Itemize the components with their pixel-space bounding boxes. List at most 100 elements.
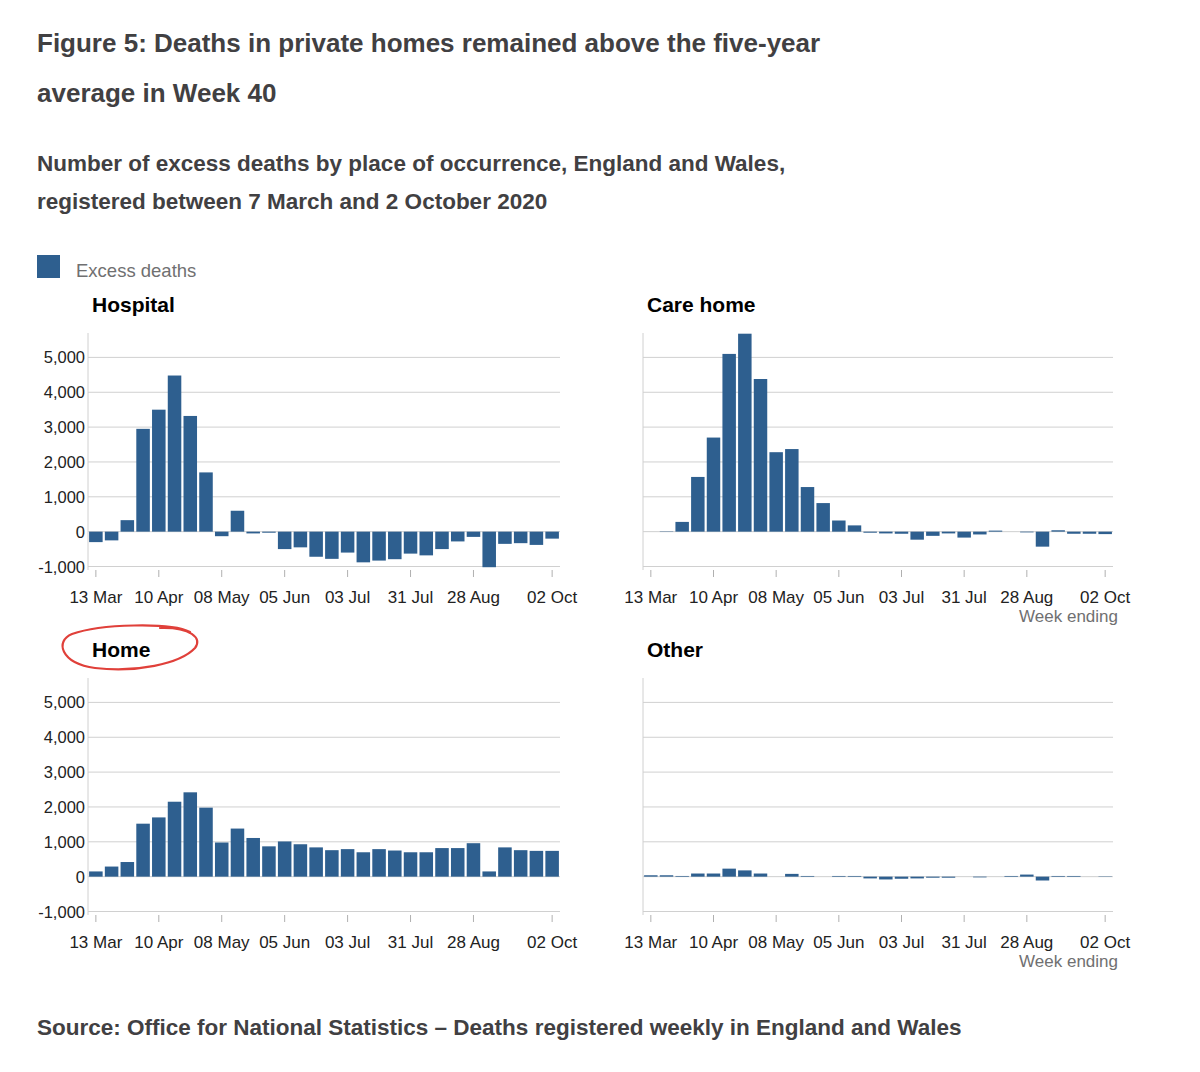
bar (498, 532, 512, 544)
bar (451, 532, 465, 542)
grid-line (643, 427, 1113, 428)
bar (942, 532, 955, 534)
figure: Figure 5: Deaths in private homes remain… (0, 0, 1200, 1072)
bar (199, 808, 213, 877)
bar (691, 874, 704, 877)
bar (644, 875, 657, 876)
bar (910, 877, 923, 879)
x-tick (410, 915, 411, 922)
x-tick-label: 03 Jul (879, 588, 924, 607)
x-tick-label: 08 May (748, 588, 804, 607)
bars (644, 334, 1112, 547)
bar (707, 874, 720, 877)
bar (816, 503, 829, 532)
y-tick-label: 4,000 (44, 383, 85, 401)
bar (942, 877, 955, 878)
bar (1067, 532, 1080, 534)
x-tick-label: 03 Jul (879, 933, 924, 952)
legend-label: Excess deaths (76, 260, 196, 281)
x-tick (964, 915, 965, 922)
subtitle: Number of excess deaths by place of occu… (37, 151, 785, 176)
x-tick (284, 570, 285, 577)
bar (325, 532, 339, 559)
x-tick-label: 31 Jul (941, 588, 986, 607)
bar (404, 532, 418, 554)
bar (1098, 876, 1111, 877)
bar (514, 850, 528, 876)
bar (388, 532, 402, 560)
x-tick (1026, 570, 1027, 577)
bar (136, 429, 150, 532)
panel-title: Hospital (92, 293, 175, 316)
bar (341, 849, 355, 877)
x-tick (473, 915, 474, 922)
bar (199, 472, 213, 531)
bar (1004, 531, 1017, 532)
x-tick (221, 570, 222, 577)
bar (168, 376, 182, 532)
x-tick (552, 570, 553, 577)
x-tick-label: 03 Jul (325, 933, 370, 952)
bar (514, 532, 528, 544)
bar (246, 532, 260, 534)
bar (498, 847, 512, 876)
x-tick-label: 02 Oct (527, 933, 577, 952)
bar (89, 871, 103, 876)
bar (121, 520, 135, 532)
grid-line (88, 737, 560, 738)
x-tick-label: 02 Oct (527, 588, 577, 607)
x-tick-label: 13 Mar (69, 588, 122, 607)
bar (89, 532, 103, 542)
bar (738, 870, 751, 876)
bar (294, 532, 308, 548)
bar (341, 532, 355, 553)
x-tick (1105, 915, 1106, 922)
bar (467, 532, 481, 537)
y-tick-label: 5,000 (44, 348, 85, 366)
bar (1020, 531, 1033, 533)
bar (184, 416, 198, 532)
bar (404, 852, 418, 876)
y-tick-label: 2,000 (44, 453, 85, 471)
panel: Other13 Mar10 Apr08 May05 Jun03 Jul31 Ju… (624, 638, 1130, 971)
bar (262, 532, 276, 533)
x-tick-label: 05 Jun (259, 933, 310, 952)
bar (1004, 875, 1017, 877)
x-tick-label: 10 Apr (134, 588, 183, 607)
bar (879, 532, 892, 534)
y-axis-line (88, 678, 89, 915)
bar (848, 525, 861, 531)
x-tick (901, 915, 902, 922)
x-tick (650, 915, 651, 922)
panel: Home-1,00001,0002,0003,0004,0005,00013 M… (38, 638, 577, 952)
bar (926, 532, 939, 536)
x-tick (158, 570, 159, 577)
x-tick-label: 28 Aug (1000, 933, 1053, 952)
bar (722, 354, 735, 532)
bar (1036, 877, 1049, 881)
bar (121, 862, 135, 877)
bar (309, 532, 323, 557)
bar (644, 531, 657, 532)
grid-line (88, 702, 560, 703)
bar (420, 852, 434, 876)
bar (105, 867, 119, 877)
bar (910, 532, 923, 540)
bar (785, 874, 798, 877)
x-axis-label: Week ending (1019, 607, 1118, 626)
bar (738, 334, 751, 532)
x-tick (95, 915, 96, 922)
x-tick (221, 915, 222, 922)
bar (372, 532, 386, 561)
figure-title: average in Week 40 (37, 78, 276, 108)
bar (152, 410, 166, 532)
bar (530, 532, 544, 545)
x-tick-label: 10 Apr (689, 933, 738, 952)
bar (278, 841, 292, 876)
bar (435, 532, 449, 549)
bar (973, 532, 986, 535)
legend-swatch (37, 255, 60, 278)
bar (926, 877, 939, 878)
y-tick-label: 0 (76, 868, 85, 886)
y-tick-label: -1,000 (38, 558, 85, 576)
